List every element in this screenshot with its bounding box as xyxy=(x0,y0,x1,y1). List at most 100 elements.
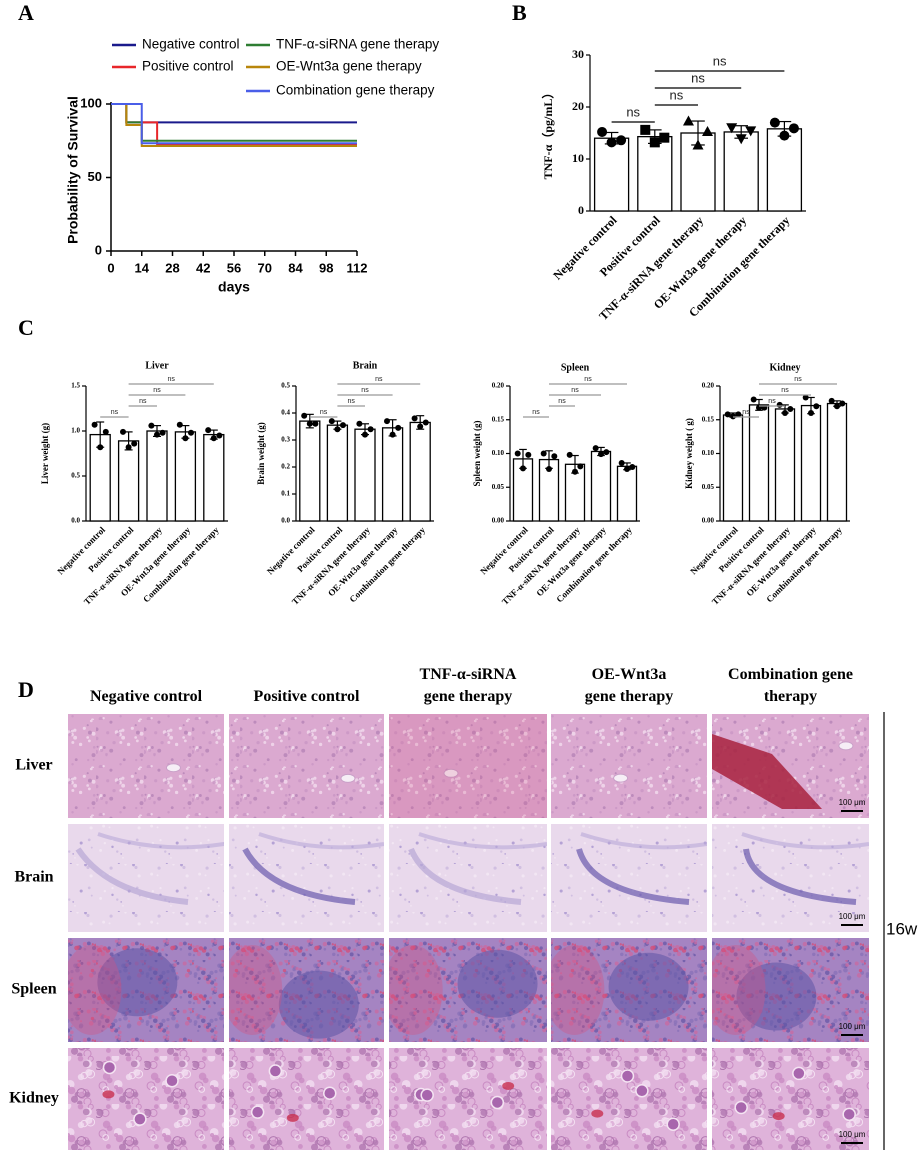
dentate-gyrus xyxy=(576,848,690,905)
row-label: Brain xyxy=(14,869,53,886)
micrograph-tissue xyxy=(712,1048,869,1150)
glomerulus xyxy=(322,1086,337,1100)
significance-label: ns xyxy=(153,387,161,394)
row-label: Liver xyxy=(15,757,52,774)
bar xyxy=(409,421,431,522)
follicle xyxy=(736,962,817,1031)
bar xyxy=(354,428,376,522)
bar xyxy=(774,408,796,522)
dentate-gyrus xyxy=(408,847,522,905)
bar xyxy=(800,404,822,522)
y-tick-label: 100 xyxy=(80,95,102,110)
x-tick-label: Positive control xyxy=(717,524,767,574)
data-point xyxy=(808,410,814,416)
red-pulp xyxy=(229,945,283,1035)
y-axis-label: Spleen weight (g) xyxy=(472,421,482,487)
data-point xyxy=(659,132,670,143)
data-point xyxy=(787,405,794,412)
y-tick-label: 0.15 xyxy=(492,415,505,423)
blood xyxy=(102,1090,115,1099)
data-point xyxy=(131,440,138,447)
follicle xyxy=(457,949,538,1018)
data-point xyxy=(367,426,374,433)
significance-label: ns xyxy=(320,409,328,416)
survival-line xyxy=(111,103,357,148)
panel-label: B xyxy=(512,0,527,25)
y-tick-label: 0 xyxy=(578,203,584,217)
data-point xyxy=(356,420,363,427)
data-point xyxy=(606,137,617,148)
x-tick-label: 14 xyxy=(135,260,150,275)
micrograph xyxy=(229,824,384,932)
data-point xyxy=(102,428,109,435)
tissue-tint xyxy=(389,714,547,818)
data-point xyxy=(682,115,694,126)
y-axis-label: Brain weight (g) xyxy=(256,422,266,485)
follicle xyxy=(97,948,178,1017)
x-tick-label: 84 xyxy=(288,260,303,275)
glomerulus xyxy=(792,1066,806,1081)
significance-label: ns xyxy=(670,87,684,102)
bar xyxy=(748,404,770,522)
data-point xyxy=(692,139,704,150)
data-point xyxy=(769,117,780,128)
data-point xyxy=(624,466,630,473)
legend-label: Positive control xyxy=(142,59,234,74)
y-tick-label: 0.00 xyxy=(702,517,715,525)
dentate-gyrus xyxy=(418,832,547,850)
micrograph xyxy=(389,1048,547,1150)
panel-label: D xyxy=(18,677,34,702)
y-tick-label: 50 xyxy=(88,169,102,184)
glomerulus xyxy=(635,1084,649,1098)
significance-label: ns xyxy=(361,387,369,394)
data-point xyxy=(148,422,155,429)
x-tick-label: 42 xyxy=(196,260,210,275)
legend-label: OE-Wnt3a gene therapy xyxy=(276,59,422,74)
scale-bar-label: 100 μm xyxy=(839,912,866,921)
y-tick-label: 0 xyxy=(95,242,102,257)
scale-bar-label: 100 μm xyxy=(839,1130,866,1139)
data-point xyxy=(649,137,660,148)
micrograph xyxy=(389,938,547,1042)
y-tick-label: 0.1 xyxy=(281,490,290,498)
column-header: Positive control xyxy=(253,688,360,705)
data-point xyxy=(312,420,319,427)
data-point xyxy=(592,445,599,452)
glomerulus xyxy=(165,1073,179,1088)
significance-label: ns xyxy=(768,398,776,405)
micrograph-tissue xyxy=(712,824,869,932)
red-pulp xyxy=(68,945,122,1035)
follicle xyxy=(278,970,359,1039)
micrograph-tissue xyxy=(389,1048,547,1150)
legend-label: Combination gene therapy xyxy=(276,83,435,98)
data-point xyxy=(182,435,189,442)
chart-title: Kidney xyxy=(769,362,800,373)
row-label: Kidney xyxy=(9,1090,59,1107)
y-tick-label: 0.20 xyxy=(492,382,505,390)
micrograph xyxy=(229,1048,384,1150)
y-axis-label: TNF-α（pg/mL） xyxy=(540,87,555,180)
y-tick-label: 0.20 xyxy=(702,382,715,390)
bar xyxy=(146,430,168,522)
micrograph xyxy=(712,824,869,932)
data-point xyxy=(724,411,731,418)
blood xyxy=(286,1113,299,1122)
dentate-gyrus xyxy=(242,847,356,905)
bar xyxy=(203,433,225,522)
data-point xyxy=(395,424,402,431)
data-point xyxy=(735,411,742,418)
survival-line xyxy=(111,103,357,145)
significance-label: ns xyxy=(558,398,566,405)
data-point xyxy=(702,125,714,136)
micrograph xyxy=(229,938,384,1042)
y-tick-label: 0.15 xyxy=(702,415,715,423)
y-tick-label: 1.5 xyxy=(71,382,80,390)
y-tick-label: 0.0 xyxy=(281,517,290,525)
bar xyxy=(766,128,803,212)
micrograph xyxy=(551,1048,707,1150)
significance-label: ns xyxy=(532,409,540,416)
y-tick-label: 0.3 xyxy=(281,436,290,444)
micrograph-tissue xyxy=(229,1048,384,1150)
